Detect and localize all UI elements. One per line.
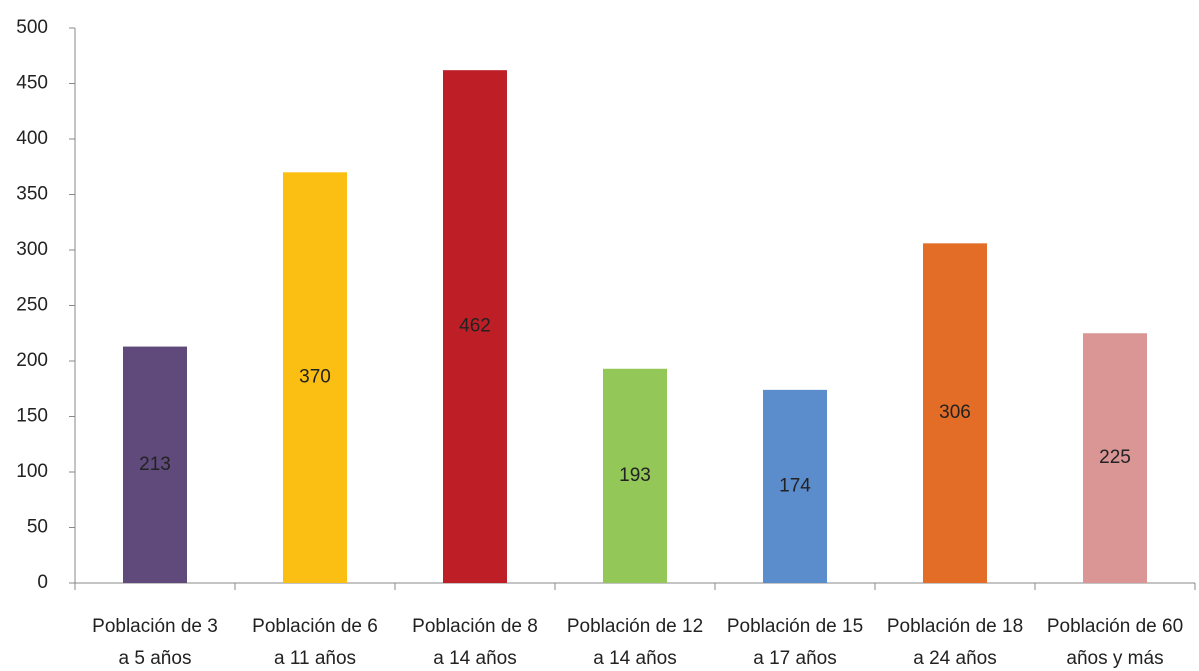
bar xyxy=(603,368,667,583)
y-tick-label: 100 xyxy=(16,461,48,482)
data-label: 174 xyxy=(779,475,811,496)
bar xyxy=(443,70,507,584)
x-tick-label: Población de 6 a 11 años xyxy=(252,616,378,669)
bar xyxy=(923,243,987,583)
x-tick-label: Población de 12 a 14 años xyxy=(566,616,704,669)
data-label: 193 xyxy=(619,465,651,486)
y-tick-label: 500 xyxy=(16,17,48,38)
bar xyxy=(283,172,347,584)
x-tick-label: Población de 18 a 24 años xyxy=(886,616,1024,669)
bar xyxy=(123,346,187,583)
data-label: 462 xyxy=(459,316,491,337)
bar xyxy=(1083,333,1147,583)
data-label: 225 xyxy=(1099,447,1131,468)
y-tick-label: 250 xyxy=(16,295,48,316)
data-label: 213 xyxy=(139,454,171,475)
y-tick-label: 450 xyxy=(16,73,48,94)
x-tick-label: Población de 60 años y más xyxy=(1046,616,1184,669)
bar xyxy=(763,389,827,583)
y-tick-label: 150 xyxy=(16,406,48,427)
y-tick-label: 300 xyxy=(16,239,48,260)
data-label: 306 xyxy=(939,402,971,423)
x-tick-label: Población de 3 a 5 años xyxy=(92,616,218,669)
x-tick-label: Población de 8 a 14 años xyxy=(412,616,538,669)
x-tick-label: Población de 15 a 17 años xyxy=(726,616,864,669)
y-tick-label: 400 xyxy=(16,128,48,149)
data-label: 370 xyxy=(299,367,331,388)
y-tick-label: 200 xyxy=(16,350,48,371)
y-tick-label: 350 xyxy=(16,184,48,205)
y-tick-label: 50 xyxy=(27,517,48,538)
y-tick-label: 0 xyxy=(37,572,48,593)
